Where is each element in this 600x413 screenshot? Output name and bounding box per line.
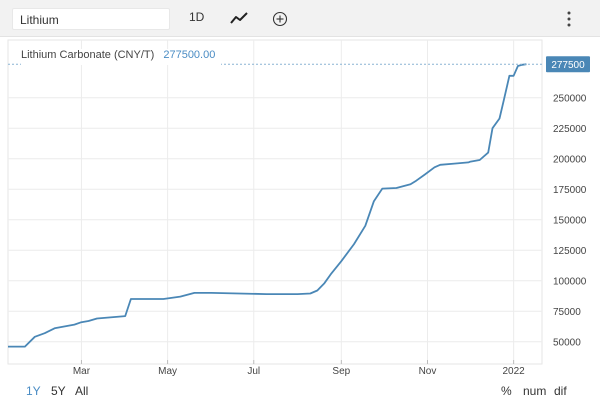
line-chart-icon[interactable] <box>229 10 249 26</box>
y-tick-label: 75000 <box>553 307 581 318</box>
plot-area <box>7 39 543 365</box>
top-toolbar: Lithium 1D <box>0 0 600 37</box>
x-tick-label: Sep <box>332 366 350 377</box>
range-1y-button[interactable]: 1Y <box>26 384 41 398</box>
legend-series-value: 277500.00 <box>163 49 216 61</box>
last-price-tag <box>546 56 590 73</box>
symbol-search-input[interactable]: Lithium <box>12 8 170 30</box>
interval-1d-button[interactable]: 1D <box>189 10 205 24</box>
x-tick-label: Nov <box>419 366 437 377</box>
range-5y-button[interactable]: 5Y <box>51 384 66 398</box>
range-footer: 1Y 5Y All % num dif <box>0 381 600 403</box>
chart-legend: Lithium Carbonate (CNY/T) 277500.00 <box>21 49 222 65</box>
y-tick-label: 100000 <box>553 277 587 288</box>
y-tick-label: 200000 <box>553 155 587 166</box>
y-tick-label: 175000 <box>553 185 587 196</box>
dif-mode-button[interactable]: dif <box>554 384 567 398</box>
y-tick-label: 50000 <box>553 338 581 349</box>
percent-mode-button[interactable]: % <box>501 384 512 398</box>
price-chart[interactable]: 50000 75000 100000 125000 150000 175000 200000… <box>0 36 600 381</box>
y-tick-label: 125000 <box>553 246 587 257</box>
legend-series-name: Lithium Carbonate (CNY/T) <box>21 49 155 61</box>
y-tick-label: 250000 <box>553 94 587 105</box>
add-circle-icon[interactable] <box>272 11 288 27</box>
more-vertical-icon[interactable] <box>564 10 574 28</box>
x-tick-label: Mar <box>73 366 91 377</box>
y-tick-label: 150000 <box>553 216 587 227</box>
range-all-button[interactable]: All <box>75 384 89 398</box>
series-line-lithium-carbonate <box>8 63 527 348</box>
x-tick-label: 2022 <box>503 366 526 377</box>
y-tick-label: 225000 <box>553 124 587 135</box>
x-tick-label: Jul <box>247 366 260 377</box>
x-tick-label: May <box>158 366 177 377</box>
num-mode-button[interactable]: num <box>523 384 547 398</box>
last-price-tag-label: 277500 <box>551 60 585 71</box>
